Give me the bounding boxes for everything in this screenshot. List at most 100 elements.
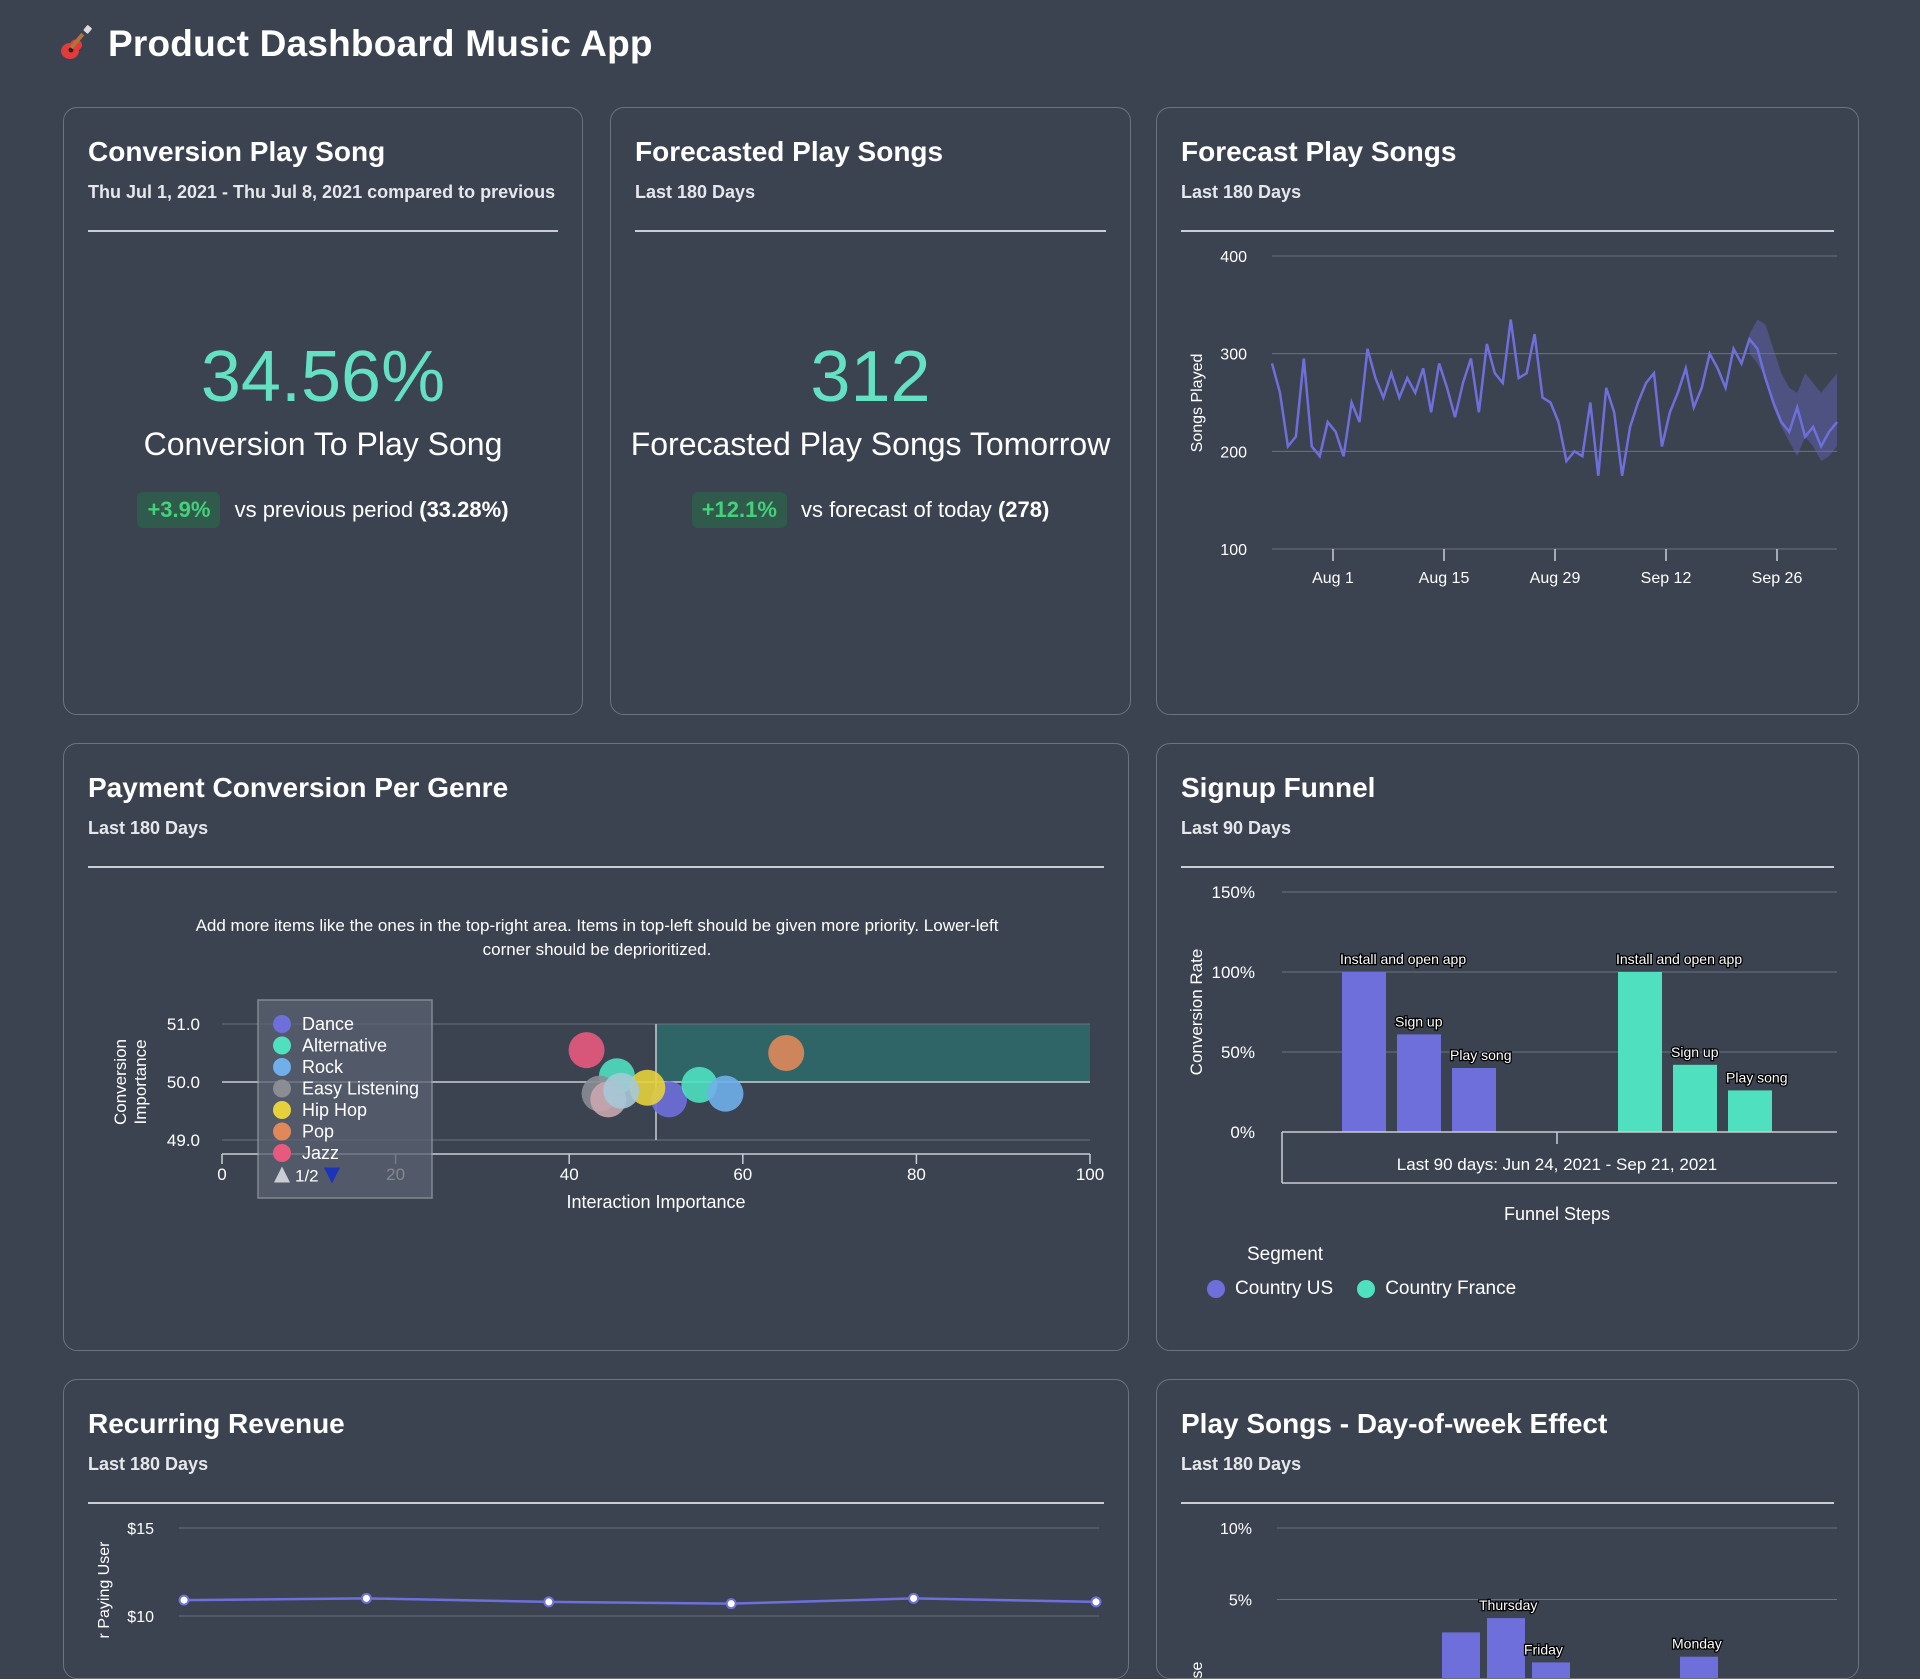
legend-box: [257, 999, 433, 1199]
legend-marker: [1357, 1280, 1376, 1298]
compare-value: (33.28%): [419, 497, 509, 522]
bar-label: Install and open app: [1340, 951, 1466, 967]
y-axis-label: Conversion Rate: [1187, 949, 1206, 1076]
y-tick-label: $15: [127, 1521, 154, 1538]
legend-prev-icon: [274, 1166, 290, 1183]
dow-bar: [1532, 1662, 1570, 1678]
funnel-bar: [1618, 972, 1662, 1132]
bar-label: Monday: [1672, 1636, 1722, 1652]
y-axis-label: Importance: [131, 1039, 150, 1124]
y-tick-label: 150%: [1212, 883, 1255, 902]
y-tick-label: 100: [1220, 542, 1247, 559]
legend-label: Country US: [1235, 1278, 1334, 1299]
compare-text: vs forecast of today: [801, 497, 992, 522]
y-tick-label: $10: [127, 1609, 154, 1626]
dow-bar: [1680, 1656, 1718, 1678]
delta-badge: +12.1%: [691, 492, 787, 528]
card-subtitle: Last 180 Days: [1181, 1454, 1302, 1474]
card-header: Recurring Revenue Last 180 Days: [88, 1408, 1104, 1504]
x-tick-label: 100: [1076, 1165, 1104, 1184]
forecast-line-chart: 100 200 300 400 Aug 1 Aug 15 Aug 29 Sep 12 Sep 2…: [1189, 249, 1838, 587]
guitar-icon: [61, 25, 92, 59]
legend-next-icon: [324, 1167, 340, 1184]
bar-label: Play song: [1726, 1069, 1787, 1085]
dow-bar: [1487, 1618, 1525, 1678]
y-axis-label: Conversion: [111, 1039, 130, 1125]
group-label: Last 90 days: Jun 24, 2021 - Sep 21, 202…: [1397, 1155, 1717, 1174]
card-title: Payment Conversion Per Genre: [88, 772, 509, 803]
card-title: Forecast Play Songs: [1181, 136, 1457, 167]
bar-label: Sign up: [1671, 1044, 1719, 1060]
legend-label: Rock: [302, 1057, 344, 1077]
legend-title: Segment: [1247, 1244, 1324, 1265]
x-tick-label: 80: [907, 1165, 926, 1184]
dow-bar: [1442, 1632, 1480, 1678]
legend-label: Country France: [1385, 1278, 1517, 1299]
kpi-value: 34.56%: [200, 337, 446, 417]
legend-marker: [273, 1036, 291, 1055]
series-line: [183, 1597, 1097, 1605]
card-title: Signup Funnel: [1181, 772, 1376, 803]
x-tick-label: Sep 12: [1641, 570, 1692, 587]
y-tick-label: 100%: [1212, 963, 1255, 982]
scatter-point: [568, 1032, 605, 1069]
scatter-point: [603, 1072, 640, 1109]
legend-label: Alternative: [302, 1036, 387, 1056]
card-header: Conversion Play Song Thu Jul 1, 2021 - T…: [88, 136, 558, 232]
kpi-label: Conversion To Play Song: [143, 426, 503, 462]
forecast-band: [1749, 319, 1837, 462]
legend-label: Hip Hop: [302, 1100, 367, 1120]
y-tick-label: 200: [1220, 444, 1247, 461]
legend-marker: [273, 1101, 291, 1119]
conversion-card: Conversion Play Song Thu Jul 1, 2021 - T…: [63, 107, 583, 715]
legend-marker: [273, 1015, 291, 1033]
card-header: Forecasted Play Songs Last 180 Days: [635, 136, 1106, 232]
legend-item[interactable]: Country France: [1357, 1278, 1516, 1300]
funnel-bar: [1673, 1064, 1717, 1132]
series-line: [1270, 319, 1838, 476]
scatter-point: [707, 1075, 744, 1112]
x-tick-label: Sep 26: [1752, 570, 1803, 587]
data-point: [908, 1592, 920, 1604]
x-tick-label: Aug 1: [1312, 570, 1354, 587]
revenue-card: Recurring Revenue Last 180 Days $10 $15 r …: [63, 1379, 1129, 1679]
x-axis-label: Interaction Importance: [566, 1192, 745, 1212]
data-point: [725, 1598, 737, 1610]
legend-label: Jazz: [302, 1143, 339, 1163]
legend-marker: [1207, 1280, 1225, 1298]
data-point: [360, 1592, 372, 1604]
forecasted-card: Forecasted Play Songs Last 180 Days 312 …: [610, 107, 1131, 715]
y-tick-label: 51.0: [167, 1015, 200, 1034]
card-subtitle: Thu Jul 1, 2021 - Thu Jul 8, 2021 compar…: [88, 182, 558, 202]
chart-annotation: Add more items like the ones in the top-…: [196, 916, 999, 935]
x-tick-label: Aug 15: [1419, 570, 1470, 587]
legend-item[interactable]: Country US: [1207, 1278, 1333, 1300]
card-title: Play Songs - Day-of-week Effect: [1181, 1408, 1608, 1439]
x-tick-label: 60: [733, 1165, 752, 1184]
card-title: Forecasted Play Songs: [635, 136, 944, 167]
legend-label: Pop: [302, 1122, 334, 1142]
y-tick-label: 300: [1220, 347, 1247, 364]
funnel-bar: [1452, 1068, 1496, 1132]
x-tick-label: 0: [217, 1165, 226, 1184]
y-tick-label: 49.0: [167, 1131, 200, 1150]
card-header: Forecast Play Songs Last 180 Days: [1181, 136, 1834, 232]
x-axis-label: Funnel Steps: [1504, 1204, 1610, 1224]
app-header: Product Dashboard Music App: [56, 18, 653, 70]
funnel-bar: [1728, 1090, 1772, 1132]
y-tick-label: 400: [1220, 249, 1247, 266]
compare-text: vs previous period: [234, 497, 414, 522]
dow-card: Play Songs - Day-of-week Effect Last 180…: [1156, 1379, 1859, 1679]
card-subtitle: Last 180 Days: [1181, 182, 1302, 202]
legend-marker: [273, 1144, 291, 1162]
kpi-label: Forecasted Play Songs Tomorrow: [630, 426, 1111, 462]
bar-label: Install and open app: [1616, 951, 1742, 967]
bar-label: Sign up: [1395, 1013, 1443, 1029]
genre-scatter-chart: Add more items like the ones in the top-…: [111, 916, 1104, 1212]
kpi-comparison: +3.9% vs previous period (33.28%): [64, 492, 582, 528]
y-axis-label: Songs Played: [1189, 354, 1206, 453]
card-header: Play Songs - Day-of-week Effect Last 180…: [1181, 1408, 1834, 1504]
priority-region: [656, 1024, 1090, 1082]
x-tick-label: 40: [560, 1165, 579, 1184]
legend-marker: [273, 1122, 291, 1141]
